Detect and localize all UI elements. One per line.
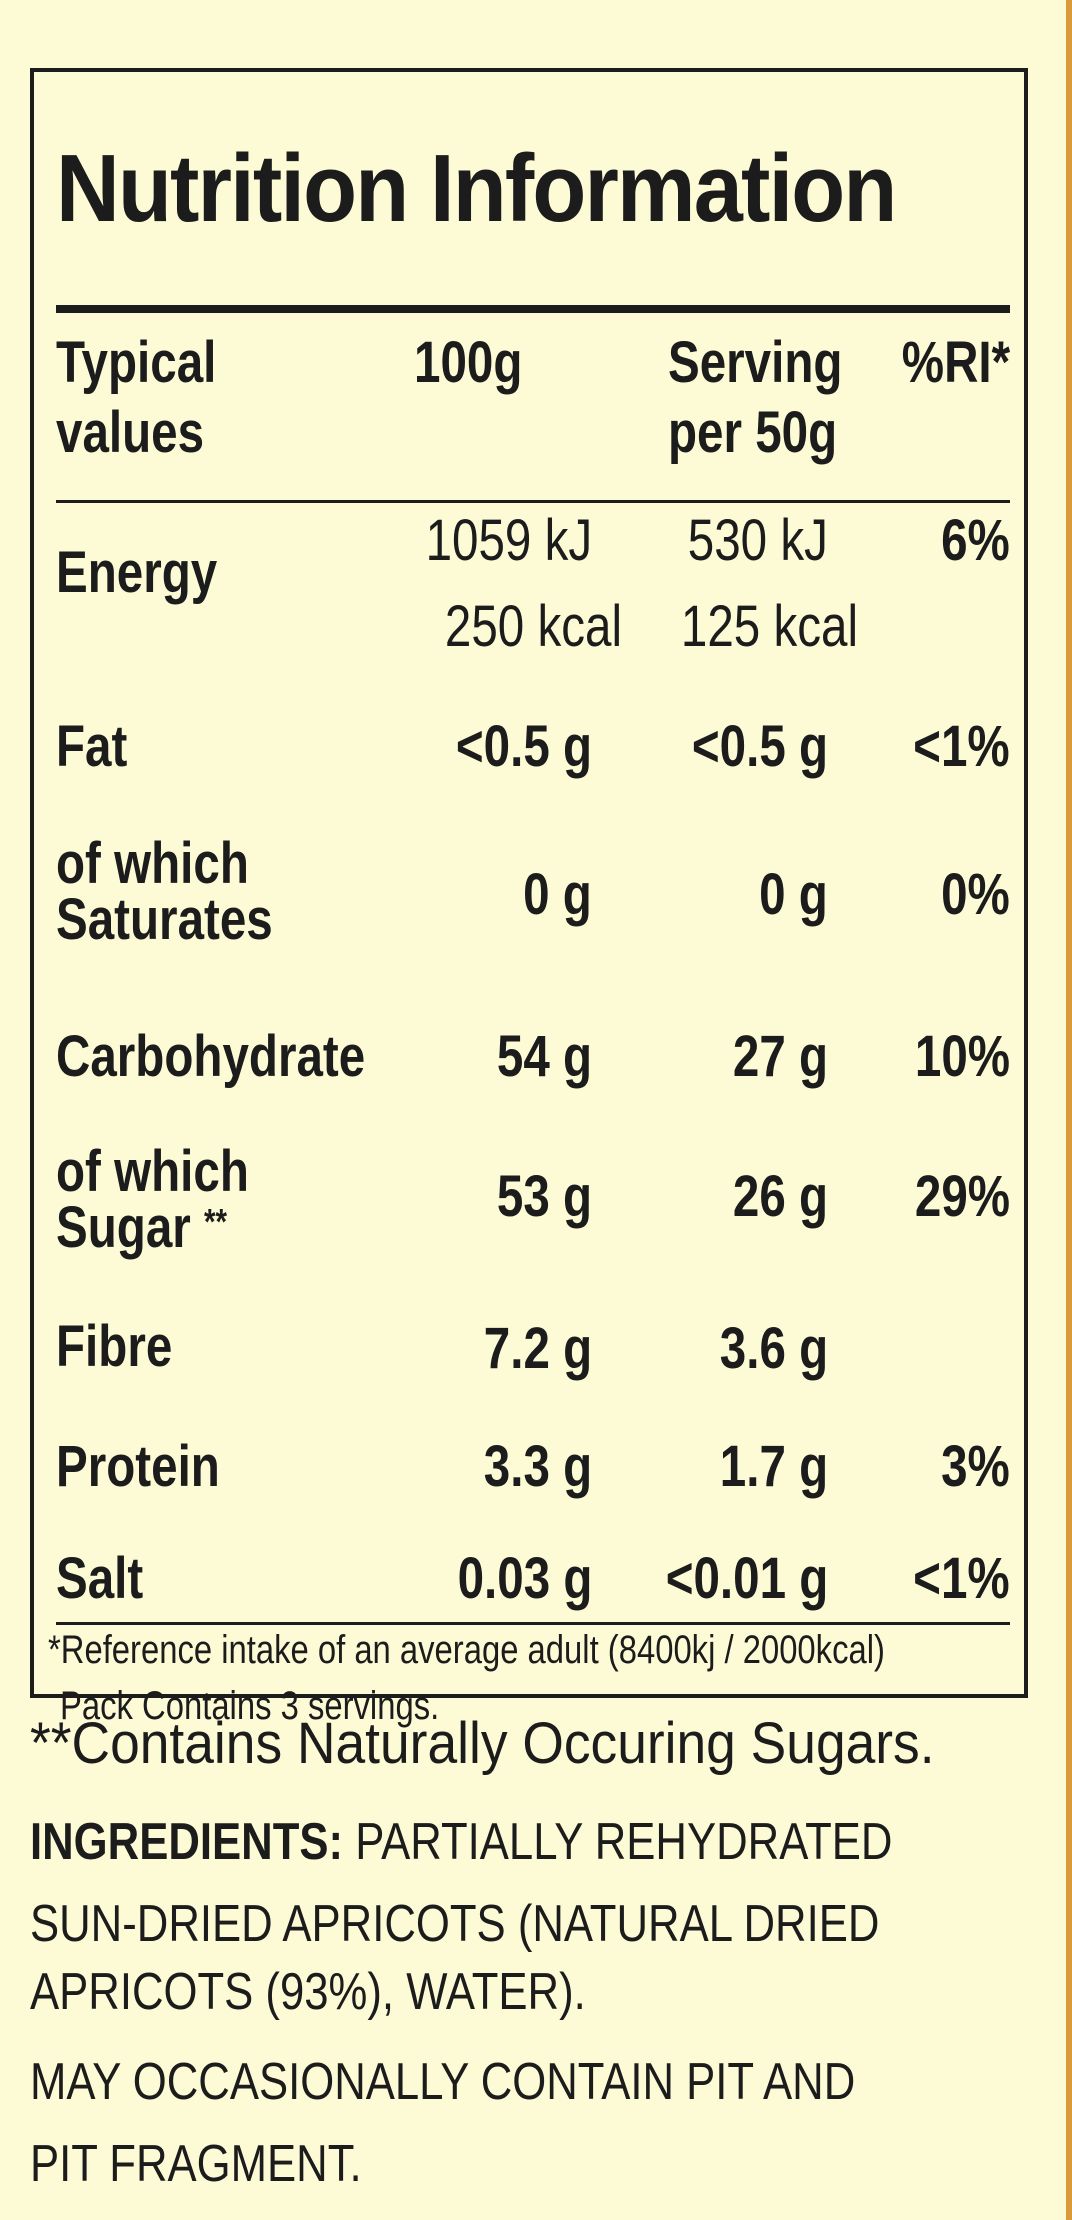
row-energy-serving-kj: 530 kJ — [687, 508, 828, 573]
row-sugar-label-line2: Sugar ** — [56, 1198, 227, 1258]
ingredients-line-1: INGREDIENTS: PARTIALLY REHYDRATED — [30, 1812, 892, 1872]
row-carbohydrate-label: Carbohydrate — [56, 1024, 366, 1089]
row-fibre-100g: 7.2 g — [483, 1316, 592, 1381]
page-title: Nutrition Information — [56, 135, 897, 242]
row-energy-label: Energy — [56, 540, 218, 605]
row-salt-100g: 0.03 g — [457, 1546, 592, 1611]
ingredients-heading: INGREDIENTS: — [30, 1813, 344, 1871]
row-sugar-100g: 53 g — [496, 1164, 592, 1229]
header-typical: Typical — [56, 330, 217, 395]
row-sugar-label-text: Sugar — [56, 1195, 191, 1260]
title-divider — [56, 305, 1010, 313]
row-salt-ri: <1% — [913, 1546, 1010, 1611]
row-protein-100g: 3.3 g — [483, 1434, 592, 1499]
nutrition-table-panel: Nutrition Information Typical values 100… — [30, 68, 1028, 1728]
row-fat-100g: <0.5 g — [455, 714, 592, 779]
row-carbohydrate-100g: 54 g — [496, 1024, 592, 1089]
footnote-divider — [56, 1622, 1010, 1625]
row-carbohydrate-serving: 27 g — [732, 1024, 828, 1089]
ingredients-line-3: APRICOTS (93%), WATER). — [30, 1963, 586, 2021]
ingredients-line-1-text: PARTIALLY REHYDRATED — [343, 1813, 893, 1871]
row-sugar-stars: ** — [204, 1201, 227, 1242]
header-100g: 100g — [414, 330, 523, 395]
row-energy-serving-kcal: 125 kcal — [680, 594, 858, 659]
row-sugar-label-line1: of which — [56, 1139, 249, 1204]
row-protein-serving: 1.7 g — [719, 1434, 828, 1499]
row-fibre-serving: 3.6 g — [719, 1316, 828, 1381]
row-saturates-label-line2: Saturates — [56, 887, 273, 952]
header-divider — [56, 500, 1010, 503]
row-fibre-label: Fibre — [56, 1314, 173, 1379]
pit-warning-line-1: MAY OCCASIONALLY CONTAIN PIT AND — [30, 2053, 856, 2111]
header-serving: Serving — [668, 330, 843, 395]
header-ri: %RI* — [901, 330, 1010, 395]
row-salt-serving: <0.01 g — [665, 1546, 828, 1611]
row-fat-ri: <1% — [913, 714, 1010, 779]
row-fat-serving: <0.5 g — [691, 714, 828, 779]
row-protein-ri: 3% — [941, 1434, 1010, 1499]
row-fat-label: Fat — [56, 714, 128, 779]
row-energy-100g-kj: 1059 kJ — [425, 508, 592, 573]
pack-servings-note: Pack Contains 3 servings. — [60, 1684, 440, 1728]
header-values: values — [56, 400, 205, 465]
row-saturates-ri: 0% — [941, 862, 1010, 927]
naturally-occurring-sugars-note: **Contains Naturally Occuring Sugars. — [30, 1711, 935, 1776]
pit-warning-line-2: PIT FRAGMENT. — [30, 2135, 362, 2193]
row-protein-label: Protein — [56, 1434, 220, 1499]
header-per-50g: per 50g — [668, 400, 838, 465]
row-energy-100g-kcal: 250 kcal — [444, 594, 622, 659]
row-sugar-serving: 26 g — [732, 1164, 828, 1229]
row-carbohydrate-ri: 10% — [914, 1024, 1010, 1089]
row-salt-label: Salt — [56, 1546, 144, 1611]
reference-intake-note: *Reference intake of an average adult (8… — [48, 1628, 885, 1672]
row-saturates-100g: 0 g — [523, 862, 592, 927]
row-energy-ri: 6% — [941, 508, 1010, 573]
row-saturates-label-line1: of which — [56, 831, 249, 896]
row-saturates-serving: 0 g — [759, 862, 828, 927]
ingredients-line-2: SUN-DRIED APRICOTS (NATURAL DRIED — [30, 1895, 880, 1953]
row-sugar-ri: 29% — [914, 1164, 1010, 1229]
